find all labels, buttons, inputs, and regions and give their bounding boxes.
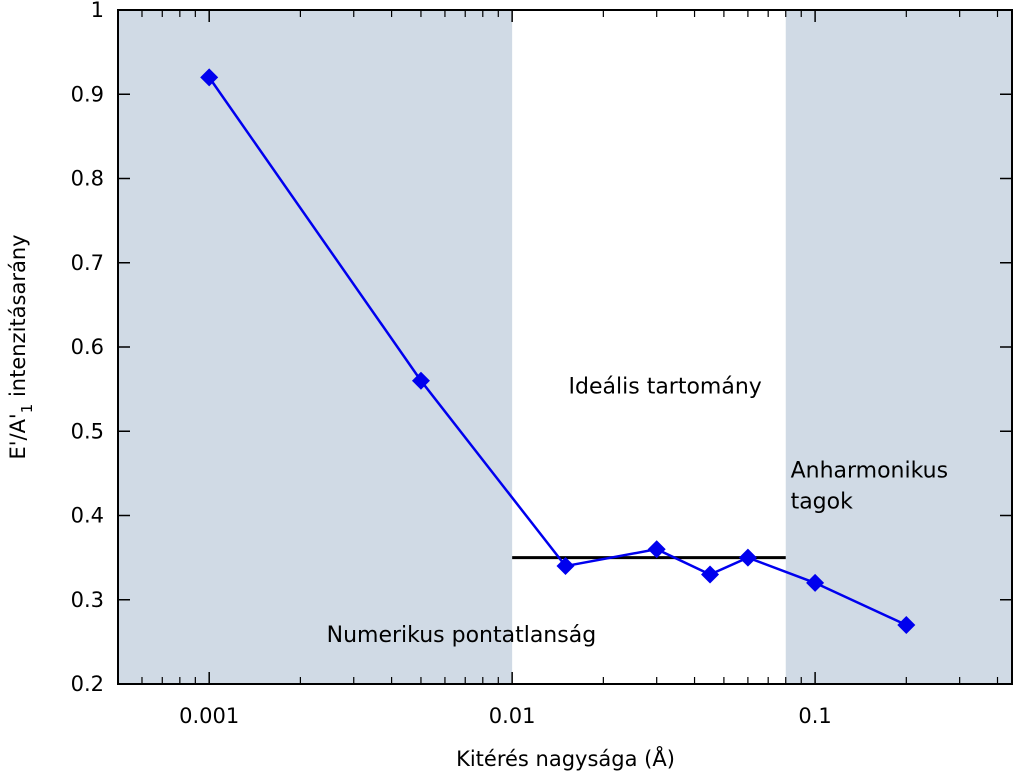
data-point-8 bbox=[897, 616, 916, 635]
y-tick-label-8: 0.9 bbox=[71, 82, 104, 106]
y-axis-title-rest: intenzitásarány bbox=[6, 234, 30, 403]
annotation-1-line-1: Numerikus pontatlanság bbox=[327, 623, 597, 648]
data-point-3 bbox=[556, 557, 575, 576]
series-group bbox=[200, 68, 916, 635]
x-axis-title: Kitérés nagysága (Å) bbox=[456, 745, 675, 771]
y-tick-label-5: 0.6 bbox=[71, 335, 104, 359]
x-tick-label-1: 0.001 bbox=[179, 704, 239, 728]
x-tick-label-3: 0.1 bbox=[798, 704, 831, 728]
data-point-7 bbox=[806, 573, 825, 592]
annotations: Numerikus pontatlanság Ideális tartomány A… bbox=[327, 374, 948, 648]
shaded-region-1 bbox=[118, 10, 513, 684]
annotation-3-line-1: Anharmonikus bbox=[791, 459, 949, 484]
y-axis-title-subscript: 1 bbox=[18, 404, 36, 414]
y-tick-label-7: 0.8 bbox=[71, 167, 104, 191]
data-point-5 bbox=[701, 565, 720, 584]
shaded-region-2 bbox=[785, 10, 1013, 684]
y-tick-label-3: 0.4 bbox=[71, 504, 104, 528]
data-point-2 bbox=[411, 371, 430, 390]
y-axis-title: E'/A'1 intenzitásarány bbox=[6, 234, 36, 459]
y-tick-label-6: 0.7 bbox=[71, 251, 104, 275]
y-axis-title-main: E'/A' bbox=[6, 413, 30, 459]
y-tick-label-2: 0.3 bbox=[71, 588, 104, 612]
y-tick-label-4: 0.5 bbox=[71, 419, 104, 443]
x-tick-label-2: 0.01 bbox=[489, 704, 536, 728]
data-point-1 bbox=[200, 68, 219, 87]
annotation-3-line-2: tagok bbox=[791, 490, 854, 515]
ticks-group: 0.2 0.3 0.4 0.5 0.6 0.7 0.8 0.9 1 0.001 0.01 0.1 bbox=[71, 0, 1012, 728]
annotation-2-line-1: Ideális tartomány bbox=[569, 374, 762, 399]
annotation-3: Anharmonikus tagok bbox=[791, 459, 949, 515]
annotation-2: Ideális tartomány bbox=[569, 374, 762, 399]
y-tick-label-9: 1 bbox=[91, 0, 104, 22]
data-point-4 bbox=[647, 540, 666, 559]
shaded-regions bbox=[118, 10, 1013, 684]
y-tick-label-1: 0.2 bbox=[71, 672, 104, 696]
data-point-6 bbox=[738, 548, 757, 567]
series-line bbox=[208, 76, 907, 627]
annotation-1: Numerikus pontatlanság bbox=[327, 623, 597, 648]
